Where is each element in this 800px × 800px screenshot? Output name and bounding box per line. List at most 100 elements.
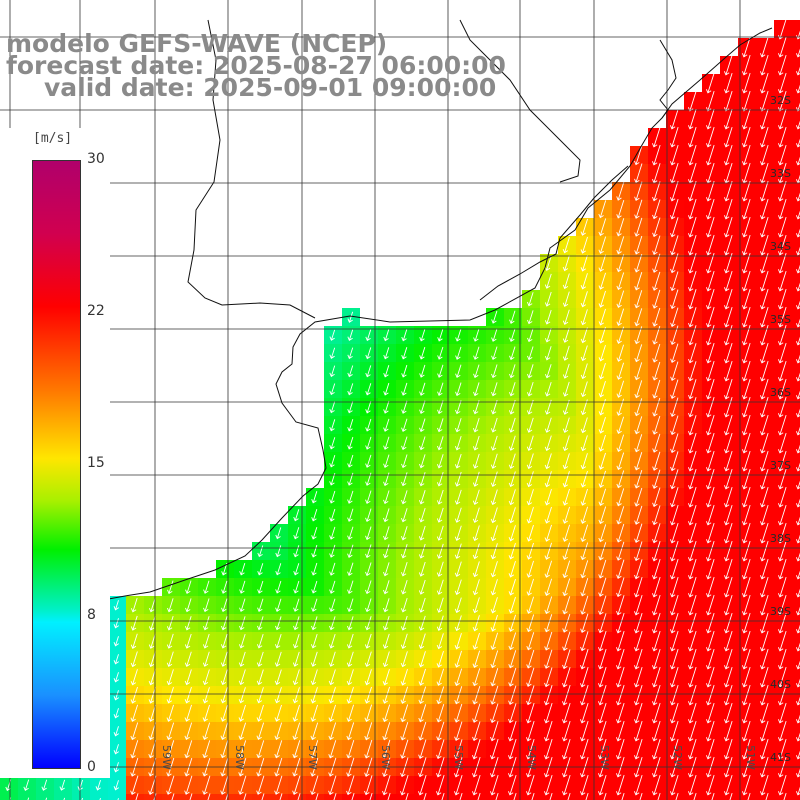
wind-arrow — [543, 702, 553, 724]
wind-arrow — [239, 563, 246, 576]
wind-cell — [216, 794, 234, 800]
wind-arrow — [490, 597, 498, 614]
wind-cell — [180, 794, 198, 800]
wind-arrow — [580, 542, 589, 561]
wind-cell — [0, 794, 18, 800]
wind-arrow — [243, 793, 247, 800]
wind-arrow — [436, 471, 444, 487]
wind-arrow — [652, 307, 661, 327]
wind-arrow — [347, 311, 354, 323]
wind-cell — [792, 488, 800, 506]
wind-arrow — [580, 560, 589, 579]
wind-arrow — [473, 382, 480, 397]
wind-arrow — [418, 686, 427, 705]
wind-arrow — [741, 774, 751, 796]
wind-arrow — [256, 740, 265, 759]
wind-arrow — [639, 792, 643, 800]
wind-arrow — [525, 738, 535, 760]
wind-arrow — [382, 633, 390, 649]
wind-arrow — [441, 792, 445, 800]
wind-arrow — [167, 598, 174, 613]
wind-arrow — [670, 307, 679, 328]
wind-arrow — [130, 722, 139, 741]
wind-arrow — [365, 400, 372, 414]
wind-arrow — [616, 218, 625, 237]
wind-arrow — [365, 508, 372, 523]
wind-arrow — [238, 669, 246, 686]
wind-arrow — [544, 346, 552, 361]
wind-arrow — [329, 455, 336, 468]
wind-cell — [504, 794, 522, 800]
wind-cell — [792, 398, 800, 416]
wind-arrow — [184, 775, 193, 795]
wind-arrow — [490, 632, 499, 650]
wind-arrow — [202, 722, 211, 741]
wind-arrow — [365, 436, 372, 450]
longitude-label: 52W — [671, 745, 684, 770]
latitude-label: 41S — [770, 751, 791, 764]
wind-arrow — [580, 273, 588, 290]
wind-arrow — [346, 722, 355, 741]
wind-arrow — [795, 570, 800, 580]
wind-arrow — [526, 489, 534, 506]
wind-arrow — [472, 685, 481, 705]
wind-arrow — [759, 738, 769, 760]
wind-arrow — [777, 126, 787, 148]
wind-arrow — [598, 236, 607, 255]
wind-arrow — [562, 542, 571, 561]
wind-cell — [792, 110, 800, 128]
wind-arrow — [329, 544, 336, 558]
wind-arrow — [598, 542, 607, 561]
wind-arrow — [652, 199, 661, 220]
wind-arrow — [580, 417, 588, 434]
wind-arrow — [292, 722, 301, 741]
wind-arrow — [418, 615, 426, 631]
wind-arrow — [688, 343, 697, 364]
wind-arrow — [580, 381, 588, 398]
wind-arrow — [423, 792, 427, 800]
wind-arrow — [400, 544, 408, 559]
wind-arrow — [759, 504, 769, 526]
wind-cell — [450, 794, 468, 800]
wind-arrow — [598, 524, 607, 543]
wind-arrow — [418, 633, 426, 650]
wind-arrow — [634, 505, 643, 525]
wind-arrow — [400, 721, 409, 741]
wind-arrow — [562, 381, 570, 397]
wind-arrow — [705, 612, 715, 634]
wind-arrow — [256, 687, 264, 704]
wind-arrow — [220, 633, 228, 649]
wind-arrow — [549, 792, 553, 800]
wind-arrow — [759, 36, 769, 58]
wind-arrow — [687, 630, 697, 652]
wind-arrow — [759, 558, 769, 580]
wind-arrow — [759, 234, 769, 256]
wind-arrow — [275, 580, 282, 594]
wind-arrow — [670, 379, 679, 400]
wind-arrow — [759, 720, 769, 742]
wind-arrow — [723, 378, 733, 400]
wind-arrow — [274, 634, 282, 649]
latitude-label: 37S — [770, 459, 791, 472]
wind-arrow — [292, 687, 300, 704]
wind-arrow — [723, 594, 733, 616]
wind-arrow — [526, 453, 534, 470]
wind-arrow — [561, 684, 571, 706]
longitude-label: 55W — [452, 745, 465, 770]
wind-arrow — [652, 379, 661, 399]
wind-arrow — [437, 346, 444, 360]
wind-arrow — [382, 580, 390, 595]
wind-arrow — [580, 613, 589, 633]
wind-arrow — [436, 454, 444, 469]
wind-arrow — [777, 234, 787, 256]
wind-arrow — [417, 774, 427, 796]
wind-arrow — [669, 576, 679, 598]
wind-arrow — [454, 507, 462, 523]
wind-arrow — [634, 559, 643, 580]
wind-arrow — [598, 613, 607, 634]
wind-arrow — [329, 598, 336, 612]
wind-arrow — [741, 486, 751, 508]
wind-arrow — [418, 507, 426, 523]
wind-cell — [792, 164, 800, 182]
wind-arrow — [490, 435, 498, 451]
